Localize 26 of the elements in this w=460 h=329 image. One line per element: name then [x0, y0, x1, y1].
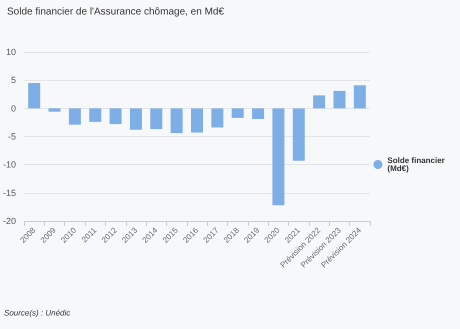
y-tick-label: 5 — [10, 75, 16, 86]
y-tick-label: -20 — [2, 216, 16, 226]
y-tick-label: -10 — [2, 160, 16, 170]
bar — [211, 108, 224, 128]
bar — [150, 108, 162, 130]
bar — [313, 95, 326, 108]
chart-title: Solde financier de l'Assurance chômage, en Md€ — [7, 6, 224, 18]
bar — [89, 108, 102, 122]
y-tick-label: -15 — [2, 188, 16, 198]
bar — [130, 108, 142, 130]
bar — [292, 108, 305, 161]
y-tick-label: 10 — [6, 47, 16, 57]
bar — [333, 90, 346, 108]
bar — [68, 108, 81, 125]
bar — [354, 85, 366, 108]
y-tick-label: 0 — [10, 103, 16, 114]
bar — [252, 108, 264, 120]
bar — [170, 108, 183, 134]
source-note: Source(s) : Unédic — [4, 308, 70, 318]
bar — [110, 108, 122, 124]
y-tick-label: -5 — [8, 132, 16, 142]
legend-label: Solde financier (Md€) — [387, 156, 448, 173]
bar — [272, 108, 284, 206]
bar — [191, 108, 204, 133]
bar — [28, 82, 40, 108]
bar — [232, 108, 244, 118]
